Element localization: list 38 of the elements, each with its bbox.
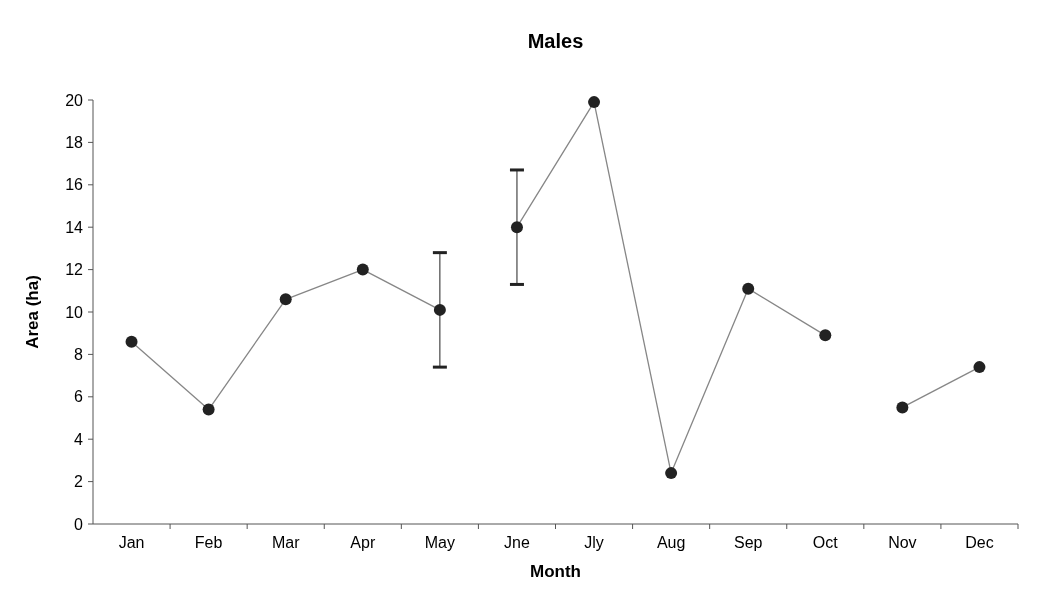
point xyxy=(588,96,601,109)
x-tick-label: Sep xyxy=(733,534,763,551)
x-tick-label: Apr xyxy=(350,534,376,551)
y-tick-label: 10 xyxy=(65,303,84,321)
x-tick-label: Jly xyxy=(584,534,604,551)
point xyxy=(665,467,678,480)
point xyxy=(742,282,755,295)
x-tick-label: Mar xyxy=(271,534,301,551)
x-tick-label: Feb xyxy=(194,534,223,551)
y-tick-label: 14 xyxy=(65,218,84,236)
x-tick-label: Oct xyxy=(812,534,839,551)
point xyxy=(973,361,986,374)
y-tick-label: 2 xyxy=(74,473,84,491)
y-tick-label: 6 xyxy=(74,388,84,406)
point xyxy=(819,329,832,342)
y-tick-label: 0 xyxy=(74,515,84,533)
y-tick-label: 12 xyxy=(65,261,84,279)
chart-title: Males xyxy=(527,30,584,52)
point xyxy=(510,221,523,234)
y-axis-title: Area (ha) xyxy=(23,275,42,349)
point xyxy=(125,335,138,348)
y-tick-label: 16 xyxy=(65,176,84,194)
point xyxy=(279,293,292,306)
x-tick-label: Dec xyxy=(965,534,994,551)
point xyxy=(202,403,215,416)
x-tick-label: Jan xyxy=(118,534,145,551)
point xyxy=(896,401,909,414)
point xyxy=(356,263,369,276)
y-tick-label: 4 xyxy=(74,430,84,448)
x-tick-label: May xyxy=(424,534,455,551)
y-tick-label: 18 xyxy=(65,134,84,151)
y-tick-label: 20 xyxy=(65,91,84,109)
x-tick-label: Nov xyxy=(888,534,917,551)
point xyxy=(433,303,446,316)
x-tick-label: Aug xyxy=(656,534,686,551)
x-tick-label: Jne xyxy=(504,534,530,551)
y-tick-label: 8 xyxy=(74,346,84,363)
x-axis-title: Month xyxy=(530,562,581,581)
